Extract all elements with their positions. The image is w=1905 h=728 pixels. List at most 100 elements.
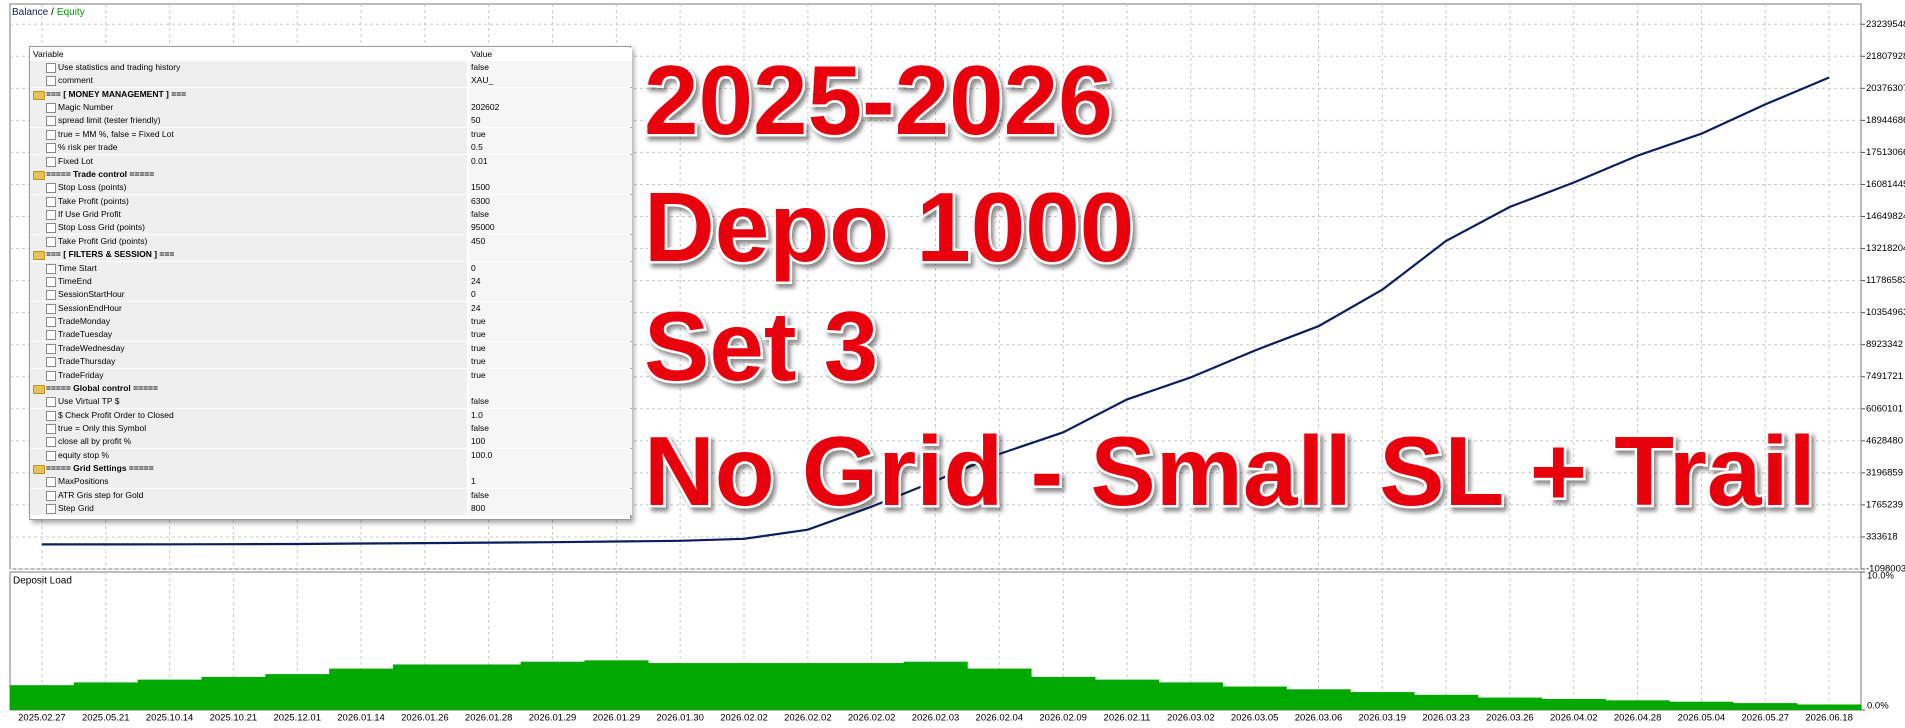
checkbox[interactable] <box>46 156 56 167</box>
section-row: === [ FILTERS & SESSION ] === <box>30 248 632 263</box>
checkbox[interactable] <box>46 477 56 488</box>
parameter-row: TradeWednesday true <box>30 341 632 356</box>
parameter-name: SessionEndHour <box>58 302 122 313</box>
checkbox[interactable] <box>46 330 56 341</box>
name-cell: Take Profit Grid (points) <box>30 234 467 248</box>
checkbox[interactable] <box>46 450 56 461</box>
checkbox[interactable] <box>46 303 56 314</box>
checkbox[interactable] <box>46 210 56 221</box>
parameter-row: If Use Grid Profit false <box>30 208 632 223</box>
parameter-name: equity stop % <box>58 449 110 460</box>
parameter-name: MaxPositions <box>58 476 109 487</box>
checkbox[interactable] <box>46 183 56 194</box>
name-cell: Step Grid <box>30 502 467 516</box>
header-cell: Variable <box>30 48 467 61</box>
x-tick-label: 2026.03.23 <box>1422 713 1470 724</box>
parameter-value: 800 <box>469 502 632 516</box>
overlay-text: Depo 1000 <box>644 172 1134 282</box>
checkbox[interactable] <box>46 129 56 140</box>
bar <box>712 663 777 710</box>
parameter-row: Stop Loss (points) 1500 <box>30 181 632 196</box>
y-tick-label: 20376307 <box>1866 83 1905 94</box>
parameter-name: Take Profit (points) <box>58 195 129 206</box>
parameter-row: close all by profit % 100 <box>30 435 632 450</box>
x-tick-label: 2026.01.29 <box>593 713 641 724</box>
parameter-row: MaxPositions 1 <box>30 475 632 490</box>
checkbox[interactable] <box>46 196 56 207</box>
name-cell: SessionStartHour <box>30 288 467 302</box>
name-cell: Magic Number <box>30 101 467 115</box>
parameter-value: 450 <box>469 234 632 248</box>
value-cell <box>469 462 632 476</box>
checkbox[interactable] <box>46 103 56 114</box>
parameter-name: ===== Global control ===== <box>46 382 158 393</box>
checkbox[interactable] <box>46 76 56 87</box>
bar <box>903 661 968 710</box>
y-tick-label: 8923342 <box>1866 339 1903 350</box>
name-cell: true = Only this Symbol <box>30 421 467 435</box>
checkbox[interactable] <box>46 343 56 354</box>
name-cell: ATR Gris step for Gold <box>30 488 467 502</box>
checkbox[interactable] <box>46 317 56 328</box>
bar <box>1031 676 1096 710</box>
parameter-value: 0.01 <box>469 154 632 168</box>
parameter-row: Take Profit (points) 6300 <box>30 194 632 209</box>
parameter-row: Take Profit Grid (points) 450 <box>30 234 632 249</box>
checkbox[interactable] <box>46 397 56 408</box>
bar <box>839 663 904 710</box>
checkbox[interactable] <box>46 410 56 421</box>
checkbox[interactable] <box>46 143 56 154</box>
y-tick-label: 23239548 <box>1866 19 1905 30</box>
checkbox[interactable] <box>46 63 56 73</box>
parameter-name: true = Only this Symbol <box>58 422 147 433</box>
x-tick-label: 2026.01.28 <box>465 713 513 724</box>
parameter-row: TradeThursday true <box>30 355 632 370</box>
parameter-row: Magic Number 202602 <box>30 101 632 116</box>
checkbox[interactable] <box>46 290 56 301</box>
y-tick-label: 7491721 <box>1866 371 1903 382</box>
parameter-value: false <box>469 421 632 435</box>
checkbox[interactable] <box>46 116 56 127</box>
parameter-value: 100.0 <box>469 448 632 462</box>
parameter-row: Use statistics and trading history false <box>30 61 632 75</box>
checkbox[interactable] <box>46 490 56 501</box>
parameter-name: Magic Number <box>58 102 114 113</box>
parameter-value: true <box>469 315 632 329</box>
y-tick-label: 3196859 <box>1866 467 1903 478</box>
checkbox[interactable] <box>46 437 56 448</box>
parameter-row: Step Grid 800 <box>30 502 632 517</box>
bar <box>456 664 521 710</box>
x-tick-label: 2025.12.01 <box>273 713 321 724</box>
parameter-row: equity stop % 100.0 <box>30 448 632 463</box>
x-tick-label: 2026.03.26 <box>1486 713 1534 724</box>
name-cell: TradeTuesday <box>30 328 467 342</box>
x-tick-label: 2025.10.14 <box>146 713 194 724</box>
y-tick-label: -1098003 <box>1866 564 1905 575</box>
x-tick-label: 2026.02.04 <box>976 713 1024 724</box>
x-tick-label: 2026.03.06 <box>1295 713 1343 724</box>
checkbox[interactable] <box>46 370 56 381</box>
legend-separator: / <box>51 7 54 18</box>
name-cell: Use statistics and trading history <box>30 61 467 74</box>
checkbox[interactable] <box>46 263 56 274</box>
bar <box>10 685 75 710</box>
overlay-text: Set 3 <box>644 291 878 401</box>
checkbox[interactable] <box>46 423 56 434</box>
folder-icon <box>33 251 45 261</box>
checkbox[interactable] <box>46 357 56 368</box>
parameter-value: XAU_ <box>469 74 632 88</box>
checkbox[interactable] <box>46 504 56 515</box>
checkbox[interactable] <box>46 276 56 287</box>
name-cell: === [ FILTERS & SESSION ] === <box>30 248 467 262</box>
parameter-value: 202602 <box>469 101 632 115</box>
series-line <box>41 76 1830 546</box>
checkbox[interactable] <box>46 223 56 234</box>
parameter-value: 1 <box>469 475 632 489</box>
name-cell: spread limit (tester friendly) <box>30 114 467 128</box>
legend: Balance / Equity <box>12 7 85 18</box>
parameter-value: 1.0 <box>469 408 632 422</box>
checkbox[interactable] <box>46 236 56 247</box>
parameter-row: % risk per trade 0.5 <box>30 141 632 156</box>
x-tick-label: 2026.05.27 <box>1741 713 1789 724</box>
